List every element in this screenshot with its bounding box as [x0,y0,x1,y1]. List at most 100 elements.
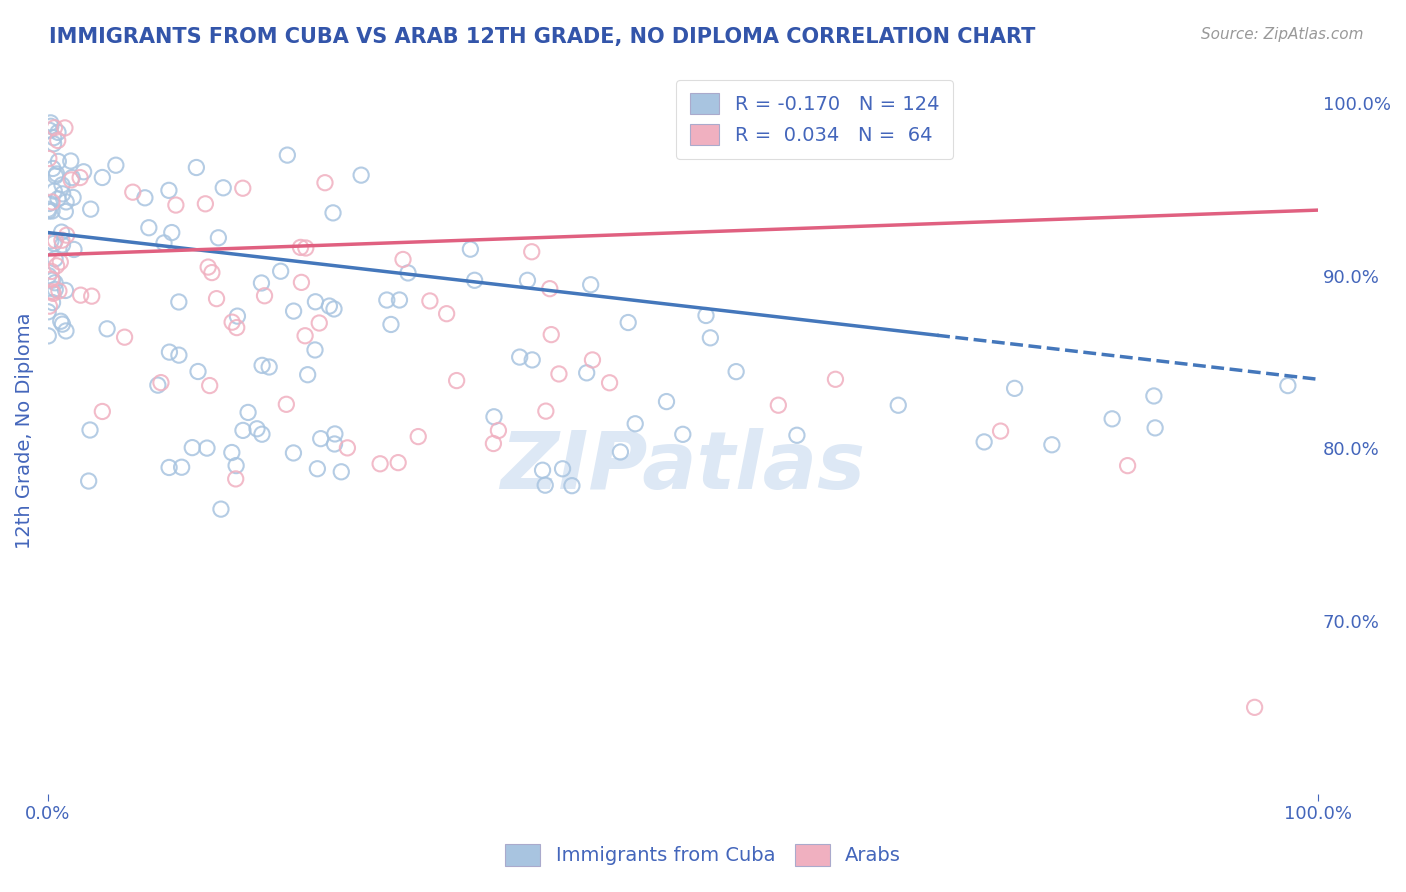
Point [197,260,219,274]
Point [80,289,103,303]
Point [270,264,292,278]
Point [387,456,409,470]
Point [294,241,316,255]
Point [322,206,344,220]
Point [509,350,531,364]
Point [1101,412,1123,426]
Point [170,460,193,475]
Point [396,266,419,280]
Point [581,353,603,368]
Point [79,202,101,216]
Point [37,305,59,319]
Point [304,343,326,357]
Point [104,158,127,172]
Point [276,397,298,411]
Point [195,441,218,455]
Point [290,276,312,290]
Text: IMMIGRANTS FROM CUBA VS ARAB 12TH GRADE, NO DIPLOMA CORRELATION CHART: IMMIGRANTS FROM CUBA VS ARAB 12TH GRADE,… [49,27,1036,46]
Point [534,478,557,492]
Point [167,295,190,310]
Point [51,233,73,247]
Point [38,268,60,283]
Point [599,376,621,390]
Point [52,186,75,201]
Point [250,427,273,442]
Point [55,228,77,243]
Point [246,422,269,436]
Point [69,170,91,185]
Text: Source: ZipAtlas.com: Source: ZipAtlas.com [1201,27,1364,42]
Point [1243,700,1265,714]
Point [209,502,232,516]
Point [48,284,70,298]
Point [41,204,63,219]
Point [672,427,695,442]
Point [482,409,505,424]
Point [49,255,72,269]
Point [146,378,169,392]
Point [538,282,561,296]
Point [392,252,415,267]
Point [314,176,336,190]
Point [250,359,273,373]
Legend: R = -0.170   N = 124, R =  0.034   N =  64: R = -0.170 N = 124, R = 0.034 N = 64 [676,79,953,159]
Point [44,283,66,297]
Point [406,429,429,443]
Point [516,273,538,287]
Point [226,309,249,323]
Point [51,225,73,239]
Point [575,366,598,380]
Point [786,428,808,442]
Point [207,231,229,245]
Point [221,315,243,329]
Point [41,285,63,299]
Point [186,161,208,175]
Point [42,136,65,151]
Point [232,181,254,195]
Point [368,457,391,471]
Point [283,304,305,318]
Point [297,368,319,382]
Point [96,322,118,336]
Point [309,432,332,446]
Point [44,234,66,248]
Point [276,148,298,162]
Point [42,236,65,251]
Point [51,317,73,331]
Point [79,423,101,437]
Point [41,264,63,278]
Point [59,153,82,168]
Point [624,417,647,431]
Point [41,273,63,287]
Point [221,445,243,459]
Y-axis label: 12th Grade, No Diploma: 12th Grade, No Diploma [15,313,34,549]
Point [37,329,59,343]
Point [205,292,228,306]
Point [548,367,571,381]
Point [609,445,631,459]
Point [44,276,66,290]
Point [323,301,346,316]
Point [38,196,60,211]
Point [768,398,790,412]
Point [257,359,280,374]
Point [725,365,748,379]
Point [160,226,183,240]
Point [551,462,574,476]
Point [534,404,557,418]
Point [72,165,94,179]
Point [194,196,217,211]
Point [436,307,458,321]
Point [38,123,60,137]
Point [198,378,221,392]
Point [42,286,65,301]
Point [153,235,176,250]
Point [486,424,509,438]
Point [283,446,305,460]
Point [69,288,91,302]
Point [290,240,312,254]
Point [138,220,160,235]
Point [1116,458,1139,473]
Point [201,266,224,280]
Point [236,405,259,419]
